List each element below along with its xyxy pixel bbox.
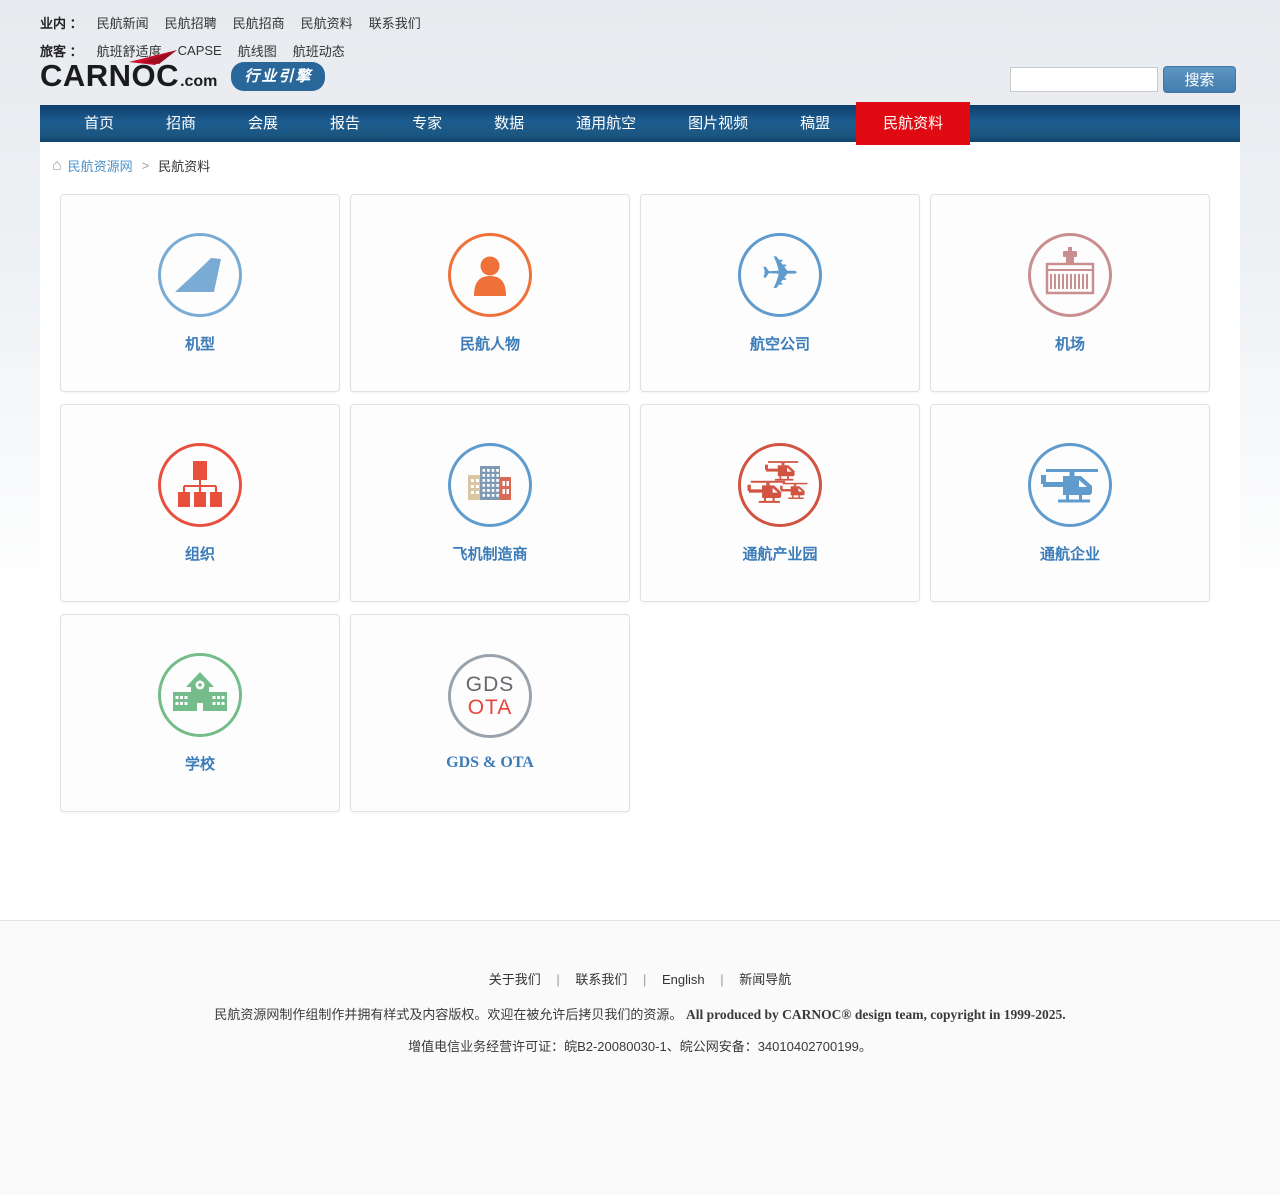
footer-copyright-en: All produced by CARNOC® design team, cop…: [686, 1007, 1066, 1022]
footer-license: 增值电信业务经营许可证：皖B2-20080030-1、皖公网安备：3401040…: [408, 1039, 872, 1054]
airplane-icon: ✈: [738, 232, 822, 317]
card-airlines[interactable]: ✈ 航空公司: [640, 194, 920, 392]
nav-item-reports[interactable]: 报告: [330, 115, 361, 132]
gds-text: GDS: [465, 672, 515, 696]
footer-separator: |: [556, 972, 560, 987]
card-label: 通航产业园: [742, 545, 818, 563]
toplink-data[interactable]: 民航资料: [300, 16, 353, 31]
carnoc-logo[interactable]: CARNOC .com: [40, 50, 218, 94]
toplink-routemap[interactable]: 航线图: [237, 44, 277, 59]
industry-engine-badge: 行业引擎: [231, 61, 326, 91]
main-nav: 首页 招商 会展 报告 专家 数据 通用航空 图片视频 稿盟 民航资料: [40, 102, 1240, 145]
card-schools[interactable]: 学校: [60, 614, 340, 812]
card-airports[interactable]: 机场: [930, 194, 1210, 392]
toplink-jobs[interactable]: 民航招聘: [164, 16, 217, 31]
card-label: 组织: [184, 545, 215, 563]
card-organizations[interactable]: 组织: [60, 404, 340, 602]
card-label: 机型: [184, 335, 215, 353]
helicopters-icon: [738, 442, 822, 527]
nav-item-expo[interactable]: 会展: [248, 115, 279, 132]
card-aircraft-manufacturers[interactable]: 飞机制造商: [350, 404, 630, 602]
nav-item-experts[interactable]: 专家: [412, 115, 443, 132]
footer: 关于我们 | 联系我们 | English | 新闻导航 民航资源网制作组制作并…: [0, 920, 1280, 1195]
footer-link-about[interactable]: 关于我们: [488, 972, 541, 987]
search-button[interactable]: 搜索: [1163, 66, 1236, 93]
toplink-flightstatus[interactable]: 航班动态: [292, 44, 345, 59]
card-label: 通航企业: [1039, 545, 1100, 563]
footer-link-english[interactable]: English: [662, 972, 705, 987]
search-area: 搜索: [1010, 66, 1236, 93]
home-icon: ⌂: [52, 156, 62, 174]
breadcrumb-separator: >: [141, 158, 150, 173]
ota-text: OTA: [467, 696, 513, 719]
card-label: 民航人物: [459, 335, 520, 353]
nav-item-data[interactable]: 数据: [494, 115, 525, 132]
breadcrumb-current: 民航资料: [158, 159, 211, 174]
toplink-investment[interactable]: 民航招商: [232, 16, 285, 31]
footer-separator: |: [720, 972, 724, 987]
footer-separator: |: [642, 972, 647, 987]
footer-link-news-nav[interactable]: 新闻导航: [739, 972, 792, 987]
footer-copyright: 民航资源网制作组制作并拥有样式及内容版权。欢迎在被允许后拷贝我们的资源。 All…: [0, 1004, 1280, 1023]
breadcrumb-home-link[interactable]: 民航资源网: [67, 159, 133, 174]
header: 业内 ： 民航新闻 民航招聘 民航招商 民航资料 联系我们 旅客 ： 航班舒适度…: [40, 0, 1240, 105]
card-label: 机场: [1054, 335, 1085, 353]
toplink-news[interactable]: 民航新闻: [96, 16, 149, 31]
card-label: GDS & OTA: [446, 754, 534, 771]
tailfin-icon: [158, 232, 242, 317]
toplink-capse[interactable]: CAPSE: [177, 43, 222, 58]
footer-links: 关于我们 | 联系我们 | English | 新闻导航: [0, 921, 1280, 988]
school-icon: [158, 652, 242, 737]
card-ga-enterprises[interactable]: 通航企业: [930, 404, 1210, 602]
card-aircraft-type[interactable]: 机型: [60, 194, 340, 392]
card-label: 航空公司: [749, 335, 810, 353]
card-label: 飞机制造商: [452, 545, 528, 563]
nav-item-investment[interactable]: 招商: [166, 115, 197, 132]
footer-copyright-cn: 民航资源网制作组制作并拥有样式及内容版权。欢迎在被允许后拷贝我们的资源。: [214, 1007, 683, 1022]
footer-link-contact[interactable]: 联系我们: [575, 972, 628, 987]
toplink-contact[interactable]: 联系我们: [368, 16, 421, 31]
card-gds-ota[interactable]: GDS OTA GDS & OTA: [350, 614, 630, 812]
search-input[interactable]: [1010, 67, 1158, 92]
breadcrumb: ⌂ 民航资源网 > 民航资料: [40, 142, 1240, 181]
orgchart-icon: [158, 442, 242, 527]
nav-item-gaomeng[interactable]: 稿盟: [800, 115, 831, 132]
category-grid: 机型 民航人物 ✈ 航空公司: [40, 181, 1240, 812]
helicopter-icon: [1028, 442, 1112, 527]
main-content: ⌂ 民航资源网 > 民航资料 机型 民航人物 ✈: [40, 142, 1240, 920]
nav-item-media[interactable]: 图片视频: [688, 115, 749, 132]
buildings-icon: [448, 442, 532, 527]
nav-item-general-aviation[interactable]: 通用航空: [576, 115, 637, 132]
topbar-passenger-row: 旅客 ： 航班舒适度 CAPSE 航线图 航班动态: [40, 41, 1240, 60]
person-icon: [448, 232, 532, 317]
nav-item-home[interactable]: 首页: [84, 115, 115, 132]
topbar-passenger-label: 旅客 ：: [40, 44, 83, 59]
toplink-comfort[interactable]: 航班舒适度: [96, 44, 162, 59]
card-ga-industrial-parks[interactable]: 通航产业园: [640, 404, 920, 602]
card-label: 学校: [184, 755, 215, 773]
logo-suffix: .com: [180, 73, 218, 90]
nav-item-civil-aviation-data[interactable]: 民航资料: [856, 102, 971, 145]
logo-swoosh-icon: [129, 50, 179, 71]
topbar-industry-row: 业内 ： 民航新闻 民航招聘 民航招商 民航资料 联系我们: [40, 13, 1240, 32]
topbar-industry-label: 业内 ：: [40, 16, 83, 31]
card-aviation-people[interactable]: 民航人物: [350, 194, 630, 392]
gds-ota-icon: GDS OTA: [448, 654, 532, 738]
terminal-icon: [1028, 232, 1112, 317]
